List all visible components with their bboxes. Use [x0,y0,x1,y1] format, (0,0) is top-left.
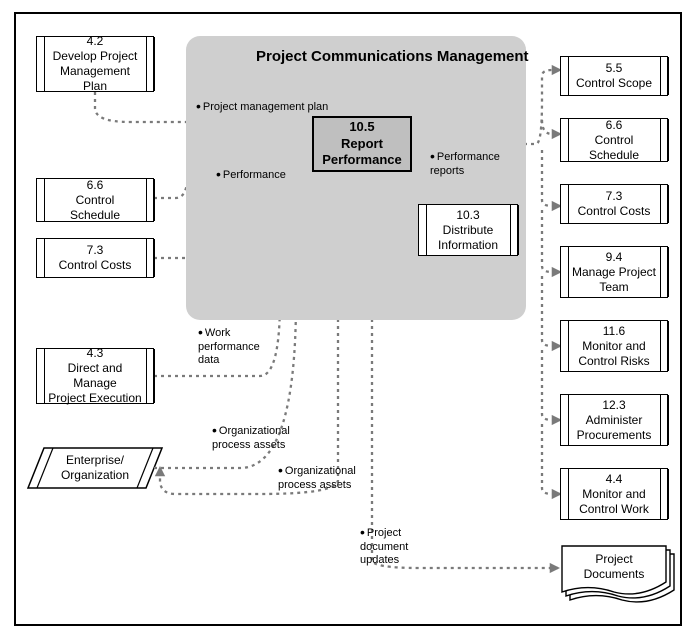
flow-label: •Project management plan [196,98,328,115]
box-label: 12.3AdministerProcurements [577,398,652,443]
flow-label-text: Organizationalprocess assets [278,465,356,491]
box-label: 7.3Control Costs [59,243,132,273]
box-label: 10.3DistributeInformation [438,208,498,253]
process-box-b66R: 6.6ControlSchedule [560,118,668,162]
process-box-b42: 4.2Develop ProjectManagementPlan [36,36,154,92]
box-label: 4.4Monitor andControl Work [579,472,649,517]
bullet-icon: • [196,98,201,114]
documents-label: ProjectDocuments [584,552,645,582]
box-label: 5.5Control Scope [576,61,652,91]
flow-label: •Projectdocumentupdates [360,524,408,567]
box-label: Enterprise/Organization [61,453,129,483]
flow-label: •Organizationalprocess assets [278,462,356,492]
process-box-b94: 9.4Manage ProjectTeam [560,246,668,298]
flow-label: •Performancereports [430,148,500,178]
panel-title: Project Communications Management [256,48,529,65]
process-box-b73R: 7.3Control Costs [560,184,668,224]
bullet-icon: • [198,324,203,340]
box-label: 7.3Control Costs [578,189,651,219]
bullet-icon: • [430,148,435,164]
box-label: 6.6ControlSchedule [70,178,120,223]
flow-label-text: Performance [223,169,286,181]
bullet-icon: • [212,422,217,438]
process-box-bEnt: Enterprise/Organization [36,448,154,488]
flow-label-text: Projectdocumentupdates [360,527,408,566]
bullet-icon: • [360,524,365,540]
center-process-label: 10.5ReportPerformance [322,119,401,170]
process-box-b55: 5.5Control Scope [560,56,668,96]
flow-label-text: Workperformancedata [198,327,260,366]
center-process-box: 10.5ReportPerformance [312,116,412,172]
box-label: 4.2Develop ProjectManagementPlan [53,34,138,94]
process-box-b43: 4.3Direct andManageProject Execution [36,348,154,404]
process-box-b73L: 7.3Control Costs [36,238,154,278]
box-label: 11.6Monitor andControl Risks [578,324,649,369]
process-box-b116: 11.6Monitor andControl Risks [560,320,668,372]
box-label: 4.3Direct andManageProject Execution [48,346,141,406]
diagram-stage: Project Communications Management 10.5Rep… [0,0,697,639]
flow-label: •Organizationalprocess assets [212,422,290,452]
flow-label: •Workperformancedata [198,324,260,367]
flow-label: •Performance [216,166,286,183]
process-box-b123: 12.3AdministerProcurements [560,394,668,446]
box-label: 6.6ControlSchedule [589,118,639,163]
flow-label-text: Performancereports [430,151,500,177]
bullet-icon: • [216,166,221,182]
process-box-b44: 4.4Monitor andControl Work [560,468,668,520]
flow-label-text: Project management plan [203,101,328,113]
box-label: 9.4Manage ProjectTeam [572,250,656,295]
process-box-b66L: 6.6ControlSchedule [36,178,154,222]
flow-label-text: Organizationalprocess assets [212,425,290,451]
process-box-b103: 10.3DistributeInformation [418,204,518,256]
bullet-icon: • [278,462,283,478]
documents-box: ProjectDocuments [562,546,666,588]
